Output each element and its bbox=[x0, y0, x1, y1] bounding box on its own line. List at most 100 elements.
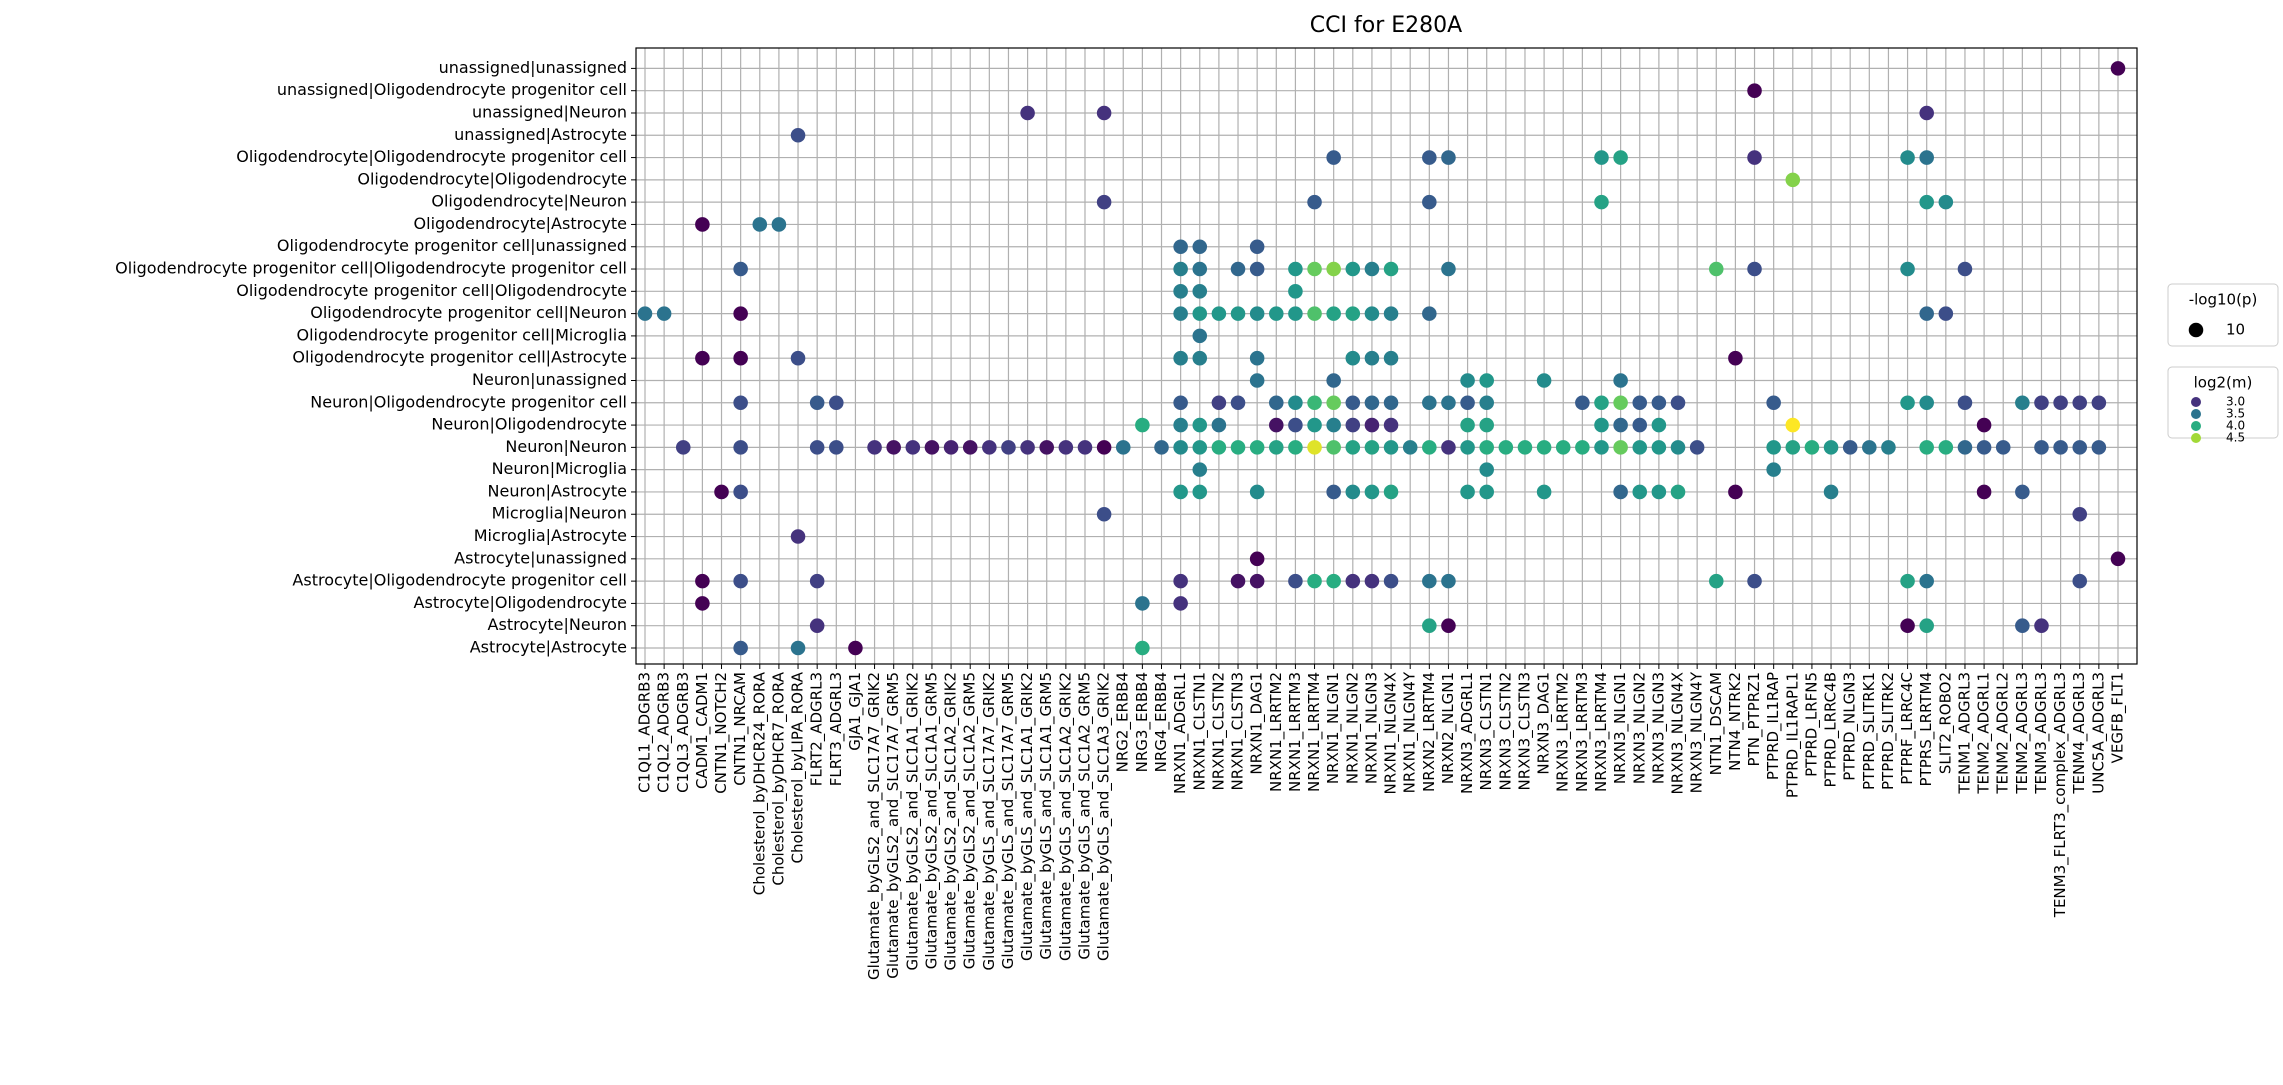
x-tick-label: NRXN1_ADGRL1 bbox=[1171, 672, 1190, 794]
dot bbox=[1919, 618, 1934, 633]
dot bbox=[1957, 395, 1973, 411]
color-legend-marker bbox=[2191, 421, 2201, 431]
dot bbox=[1364, 440, 1380, 455]
x-tick-label: Glutamate_byGLS2_and_SLC1A2_GRIK2 bbox=[942, 672, 961, 971]
dot bbox=[733, 640, 748, 656]
x-tick-label: Glutamate_byGLS2_and_SLC1A2_GRM5 bbox=[961, 672, 980, 969]
dot bbox=[1288, 417, 1303, 433]
dot bbox=[733, 395, 748, 411]
dot bbox=[1326, 440, 1341, 455]
dot bbox=[1766, 462, 1781, 477]
x-tick-label: PTPRF_LRRC4C bbox=[1898, 672, 1917, 785]
y-tick-label: Astrocyte|Astrocyte bbox=[470, 638, 627, 657]
dot bbox=[1632, 440, 1648, 455]
dot bbox=[962, 440, 978, 455]
x-tick-label: NRXN3_CLSTN2 bbox=[1496, 672, 1515, 790]
dot bbox=[1211, 395, 1227, 411]
dot bbox=[1288, 573, 1303, 589]
dot bbox=[1364, 306, 1380, 321]
dot bbox=[1747, 261, 1762, 277]
dot bbox=[2091, 440, 2107, 455]
dot bbox=[924, 440, 940, 455]
dot bbox=[1976, 440, 1992, 455]
dot bbox=[1345, 417, 1361, 433]
dot bbox=[1230, 261, 1246, 277]
dot bbox=[1670, 395, 1686, 411]
dot bbox=[1269, 417, 1284, 433]
dot bbox=[733, 350, 748, 366]
y-tick-label: Oligodendrocyte progenitor cell|unassign… bbox=[277, 236, 627, 255]
dot bbox=[2034, 440, 2049, 455]
x-tick-label: NRXN3_NLGN2 bbox=[1630, 672, 1649, 784]
dot bbox=[1651, 395, 1667, 411]
x-tick-label: NTN1_DSCAM bbox=[1707, 672, 1726, 775]
size-legend-title: -log10(p) bbox=[2189, 291, 2258, 309]
dot bbox=[1383, 573, 1399, 589]
dot bbox=[1307, 440, 1322, 455]
dot bbox=[1747, 150, 1762, 165]
dot bbox=[1096, 194, 1112, 210]
dot bbox=[1919, 395, 1934, 411]
color-legend-label: 4.5 bbox=[2226, 431, 2245, 445]
dot bbox=[1345, 440, 1361, 455]
x-tick-label: TENM2_ADGRL2 bbox=[1994, 672, 2013, 795]
y-tick-label: Oligodendrocyte progenitor cell|Neuron bbox=[310, 303, 627, 322]
dot bbox=[1402, 440, 1418, 455]
x-tick-label: NRG2_ERBB4 bbox=[1114, 672, 1133, 772]
dot bbox=[1976, 417, 1992, 433]
dot bbox=[1862, 440, 1877, 455]
dot bbox=[809, 395, 825, 411]
y-tick-label: Microglia|Astrocyte bbox=[474, 526, 627, 545]
dot bbox=[1575, 440, 1590, 455]
dot bbox=[1498, 440, 1514, 455]
dot bbox=[656, 306, 672, 321]
dot bbox=[1192, 239, 1208, 255]
y-tick-label: Microglia|Neuron bbox=[492, 504, 627, 523]
dot bbox=[829, 440, 844, 455]
dot bbox=[1900, 573, 1915, 589]
dot bbox=[1173, 573, 1188, 589]
dot bbox=[1785, 172, 1801, 188]
dot bbox=[1785, 440, 1801, 455]
x-tick-label: NRXN3_NLGN4X bbox=[1669, 672, 1688, 794]
dot bbox=[809, 573, 825, 589]
dot bbox=[1594, 194, 1609, 210]
dot bbox=[1345, 350, 1361, 366]
dot bbox=[1823, 484, 1839, 500]
y-tick-label: Oligodendrocyte|Neuron bbox=[431, 192, 627, 211]
dot bbox=[809, 440, 825, 455]
x-tick-label: NRXN2_LRRTM4 bbox=[1420, 672, 1439, 792]
x-tick-label: NRXN1_NLGN3 bbox=[1362, 672, 1381, 784]
x-tick-label: PTPRS_LRRTM4 bbox=[1917, 672, 1936, 786]
dot bbox=[1632, 417, 1648, 433]
dot bbox=[1594, 150, 1609, 165]
dot bbox=[1345, 484, 1361, 500]
dot bbox=[1192, 306, 1208, 321]
x-tick-label: Glutamate_byGLS2_and_SLC1A1_GRIK2 bbox=[903, 672, 922, 971]
dot bbox=[1288, 395, 1303, 411]
dot bbox=[1269, 306, 1284, 321]
dot bbox=[1613, 150, 1628, 165]
y-tick-label: Astrocyte|Oligodendrocyte bbox=[414, 593, 627, 612]
dot bbox=[1288, 440, 1303, 455]
color-legend-marker bbox=[2191, 409, 2201, 419]
y-tick-label: Astrocyte|Oligodendrocyte progenitor cel… bbox=[292, 571, 627, 590]
dot bbox=[1613, 417, 1628, 433]
dot bbox=[1728, 484, 1743, 500]
dot bbox=[1192, 284, 1208, 299]
dot bbox=[733, 306, 748, 321]
y-tick-label: Neuron|Neuron bbox=[505, 437, 627, 456]
dot bbox=[1460, 395, 1475, 411]
color-legend-label: 3.5 bbox=[2226, 407, 2245, 421]
dot bbox=[1211, 417, 1227, 433]
y-tick-label: Neuron|Oligodendrocyte bbox=[431, 415, 627, 434]
dot bbox=[1211, 440, 1227, 455]
dot bbox=[1001, 440, 1016, 455]
x-tick-label: Glutamate_byGLS_and_SLC1A1_GRIK2 bbox=[1018, 672, 1037, 961]
dot bbox=[1211, 306, 1227, 321]
dot bbox=[2053, 440, 2068, 455]
dot bbox=[1249, 573, 1265, 589]
dot bbox=[1230, 573, 1246, 589]
dot bbox=[1288, 284, 1303, 299]
dot bbox=[1422, 440, 1437, 455]
